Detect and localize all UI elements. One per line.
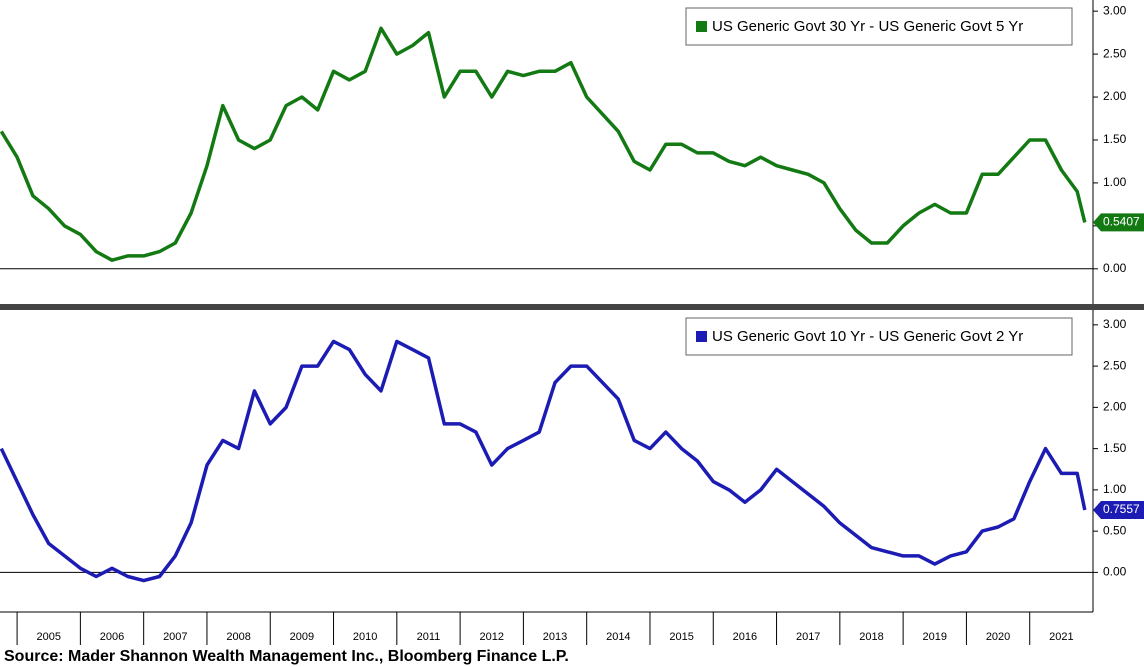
- x-tick-label: 2016: [733, 631, 757, 643]
- y-tick-label: 0.00: [1103, 565, 1127, 579]
- y-tick-label: 0.50: [1103, 523, 1127, 537]
- x-tick-label: 2005: [36, 631, 60, 643]
- y-tick-label: 2.50: [1103, 46, 1127, 60]
- x-tick-label: 2009: [290, 631, 314, 643]
- y-tick-label: 2.00: [1103, 400, 1127, 414]
- x-tick-label: 2006: [100, 631, 124, 643]
- series-line: [0, 26, 1087, 262]
- x-tick-label: 2017: [796, 631, 820, 643]
- y-tick-label: 1.50: [1103, 441, 1127, 455]
- last-value-box: [1093, 501, 1144, 520]
- legend-box: [685, 7, 1073, 46]
- legend-swatch: [696, 21, 707, 32]
- x-tick-label: 2014: [606, 631, 630, 643]
- y-tick-label: 2.00: [1103, 89, 1127, 103]
- x-tick-label: 2008: [226, 631, 250, 643]
- x-tick-label: 2013: [543, 631, 567, 643]
- legend-label: US Generic Govt 10 Yr - US Generic Govt …: [712, 328, 1023, 345]
- x-tick-label: 2012: [480, 631, 504, 643]
- source: Source: Mader Shannon Wealth Management …: [4, 648, 569, 665]
- y-tick-label: 1.00: [1103, 175, 1127, 189]
- x-tick-label: 2007: [163, 631, 187, 643]
- y-tick-label: 2.50: [1103, 358, 1127, 372]
- legend-label: US Generic Govt 30 Yr - US Generic Govt …: [712, 18, 1023, 35]
- x-axis-band: [0, 612, 1144, 645]
- x-tick-label: 2020: [986, 631, 1010, 643]
- y-tick-label: 0.00: [1103, 261, 1127, 275]
- last-value-label: 0.7557: [1103, 502, 1140, 516]
- last-value-label: 0.5407: [1103, 215, 1140, 229]
- x-tick-label: 2021: [1049, 631, 1073, 643]
- legend-box: [685, 317, 1073, 356]
- x-tick-label: 2018: [859, 631, 883, 643]
- panel-divider: [0, 304, 1144, 310]
- y-tick-label: 3.00: [1103, 3, 1127, 17]
- last-value-box: [1093, 213, 1144, 232]
- x-tick-label: 2019: [923, 631, 947, 643]
- series-line: [0, 339, 1087, 583]
- y-tick-label: 3.00: [1103, 317, 1127, 331]
- legend-swatch: [696, 331, 707, 342]
- x-tick-label: 2010: [353, 631, 377, 643]
- x-tick-label: 2011: [417, 631, 441, 643]
- y-tick-label: 1.50: [1103, 132, 1127, 146]
- x-tick-label: 2015: [669, 631, 693, 643]
- y-tick-label: 1.00: [1103, 482, 1127, 496]
